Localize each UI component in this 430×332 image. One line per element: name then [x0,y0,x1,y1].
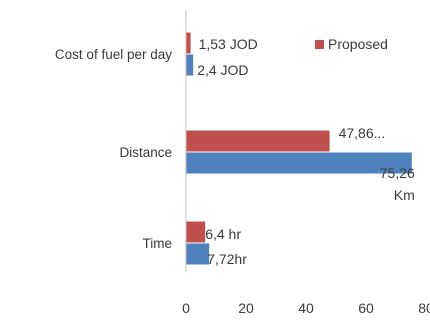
category-labels: Cost of fuel per day Distance Time [55,47,172,251]
x-tick-label: 0 [182,300,190,316]
data-label: 6,4 hr [205,226,241,242]
data-label: 47,86... [339,125,386,141]
category-label: Cost of fuel per day [55,47,172,62]
x-tick-label: 40 [298,300,314,316]
x-tick-label: 80 [418,300,430,316]
data-label: 2,4 JOD [197,62,248,78]
bar-proposed [186,221,206,243]
bars-layer [186,32,412,265]
legend-swatch-proposed [315,40,324,49]
category-label: Time [143,236,173,251]
bar-proposed [186,32,191,54]
data-labels: 1,53 JOD 2,4 JOD 47,86... 75,26 Km 6,4 hr 7,72… [197,36,415,267]
data-label-line: Km [394,187,415,203]
legend: Proposed [315,36,388,52]
data-label: 1,53 JOD [199,36,258,52]
bar-series-2 [186,54,194,76]
x-tick-label: 20 [238,300,254,316]
legend-label-proposed: Proposed [328,36,388,52]
x-tick-labels: 0 20 40 60 80 [182,300,430,316]
data-label: 7,72hr [207,251,247,267]
category-label: Distance [119,145,172,160]
bar-proposed [186,130,330,152]
data-label-line: 75,26 [380,165,415,181]
x-tick-label: 60 [358,300,374,316]
bar-series-2 [186,243,210,265]
bar-series-2 [186,152,412,174]
